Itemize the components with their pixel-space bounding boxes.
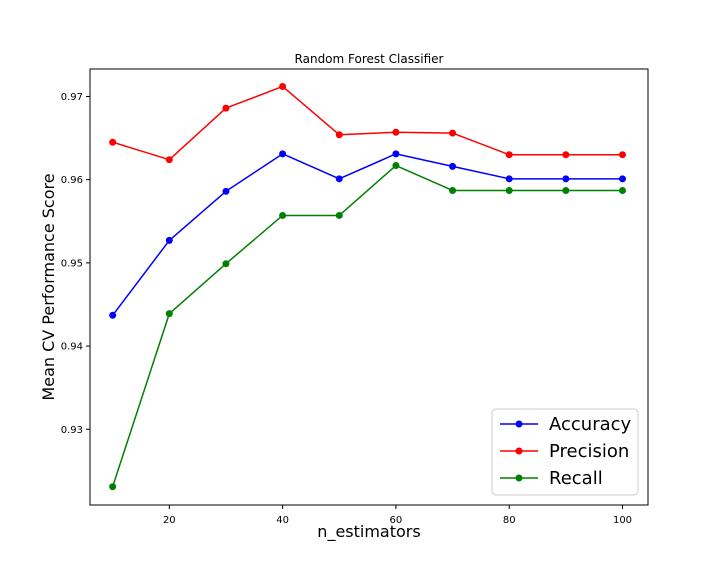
y-tick-label: 0.94 bbox=[61, 342, 83, 353]
recall-point bbox=[109, 483, 117, 491]
y-tick-label: 0.93 bbox=[61, 425, 83, 436]
legend-precision-marker bbox=[515, 447, 523, 455]
recall-point bbox=[505, 186, 513, 194]
precision-point bbox=[109, 138, 117, 146]
accuracy-point bbox=[165, 236, 173, 244]
legend-recall-label: Recall bbox=[549, 468, 603, 489]
x-tick-label: 100 bbox=[613, 515, 632, 526]
precision-point bbox=[449, 129, 457, 137]
accuracy-point bbox=[279, 150, 287, 158]
accuracy-point bbox=[449, 162, 457, 170]
precision-point bbox=[505, 151, 513, 159]
x-axis-label: n_estimators bbox=[317, 522, 420, 542]
x-tick-label: 60 bbox=[390, 515, 403, 526]
series-accuracy bbox=[109, 150, 627, 319]
accuracy-line bbox=[112, 153, 623, 316]
recall-point bbox=[279, 211, 287, 219]
recall-point bbox=[165, 310, 173, 318]
accuracy-point bbox=[335, 175, 343, 183]
x-tick-label: 40 bbox=[276, 515, 289, 526]
accuracy-point bbox=[505, 175, 513, 183]
legend-precision-label: Precision bbox=[549, 441, 629, 462]
recall-point bbox=[619, 186, 627, 194]
recall-point bbox=[222, 260, 230, 268]
recall-point bbox=[449, 186, 457, 194]
recall-line bbox=[111, 164, 623, 487]
y-tick-label: 0.95 bbox=[61, 258, 83, 269]
recall-point bbox=[392, 162, 400, 170]
precision-point bbox=[619, 151, 627, 159]
y-tick-label: 0.96 bbox=[61, 175, 83, 186]
legend-accuracy-marker bbox=[515, 420, 523, 428]
accuracy-point bbox=[562, 175, 570, 183]
precision-point bbox=[165, 156, 173, 164]
series-recall bbox=[109, 162, 627, 491]
x-tick-label: 80 bbox=[503, 515, 516, 526]
legend: Accuracy Precision Recall bbox=[491, 408, 639, 496]
precision-point bbox=[562, 151, 570, 159]
legend-box bbox=[491, 408, 639, 496]
series-layer bbox=[109, 82, 627, 491]
accuracy-point bbox=[222, 187, 230, 195]
y-axis-label: Mean CV Performance Score bbox=[39, 173, 58, 400]
precision-point bbox=[279, 82, 287, 90]
accuracy-point bbox=[619, 175, 627, 183]
series-precision bbox=[109, 82, 627, 164]
recall-point bbox=[562, 186, 570, 194]
plot-area-frame bbox=[89, 68, 649, 506]
legend-accuracy-label: Accuracy bbox=[549, 414, 632, 435]
precision-point bbox=[335, 131, 343, 139]
precision-point bbox=[392, 128, 400, 136]
x-tick-label: 20 bbox=[163, 515, 176, 526]
precision-line bbox=[112, 85, 623, 161]
chart-title: Random Forest Classifier bbox=[295, 52, 444, 66]
accuracy-point bbox=[109, 311, 117, 319]
ticks-layer: 20 40 60 80 100 0.93 0.94 0.95 0.96 0.97 bbox=[61, 92, 632, 526]
precision-point bbox=[222, 104, 230, 112]
recall-point bbox=[335, 211, 343, 219]
legend-recall-marker bbox=[515, 474, 523, 482]
y-tick-label: 0.97 bbox=[61, 92, 83, 103]
accuracy-point bbox=[392, 150, 400, 158]
